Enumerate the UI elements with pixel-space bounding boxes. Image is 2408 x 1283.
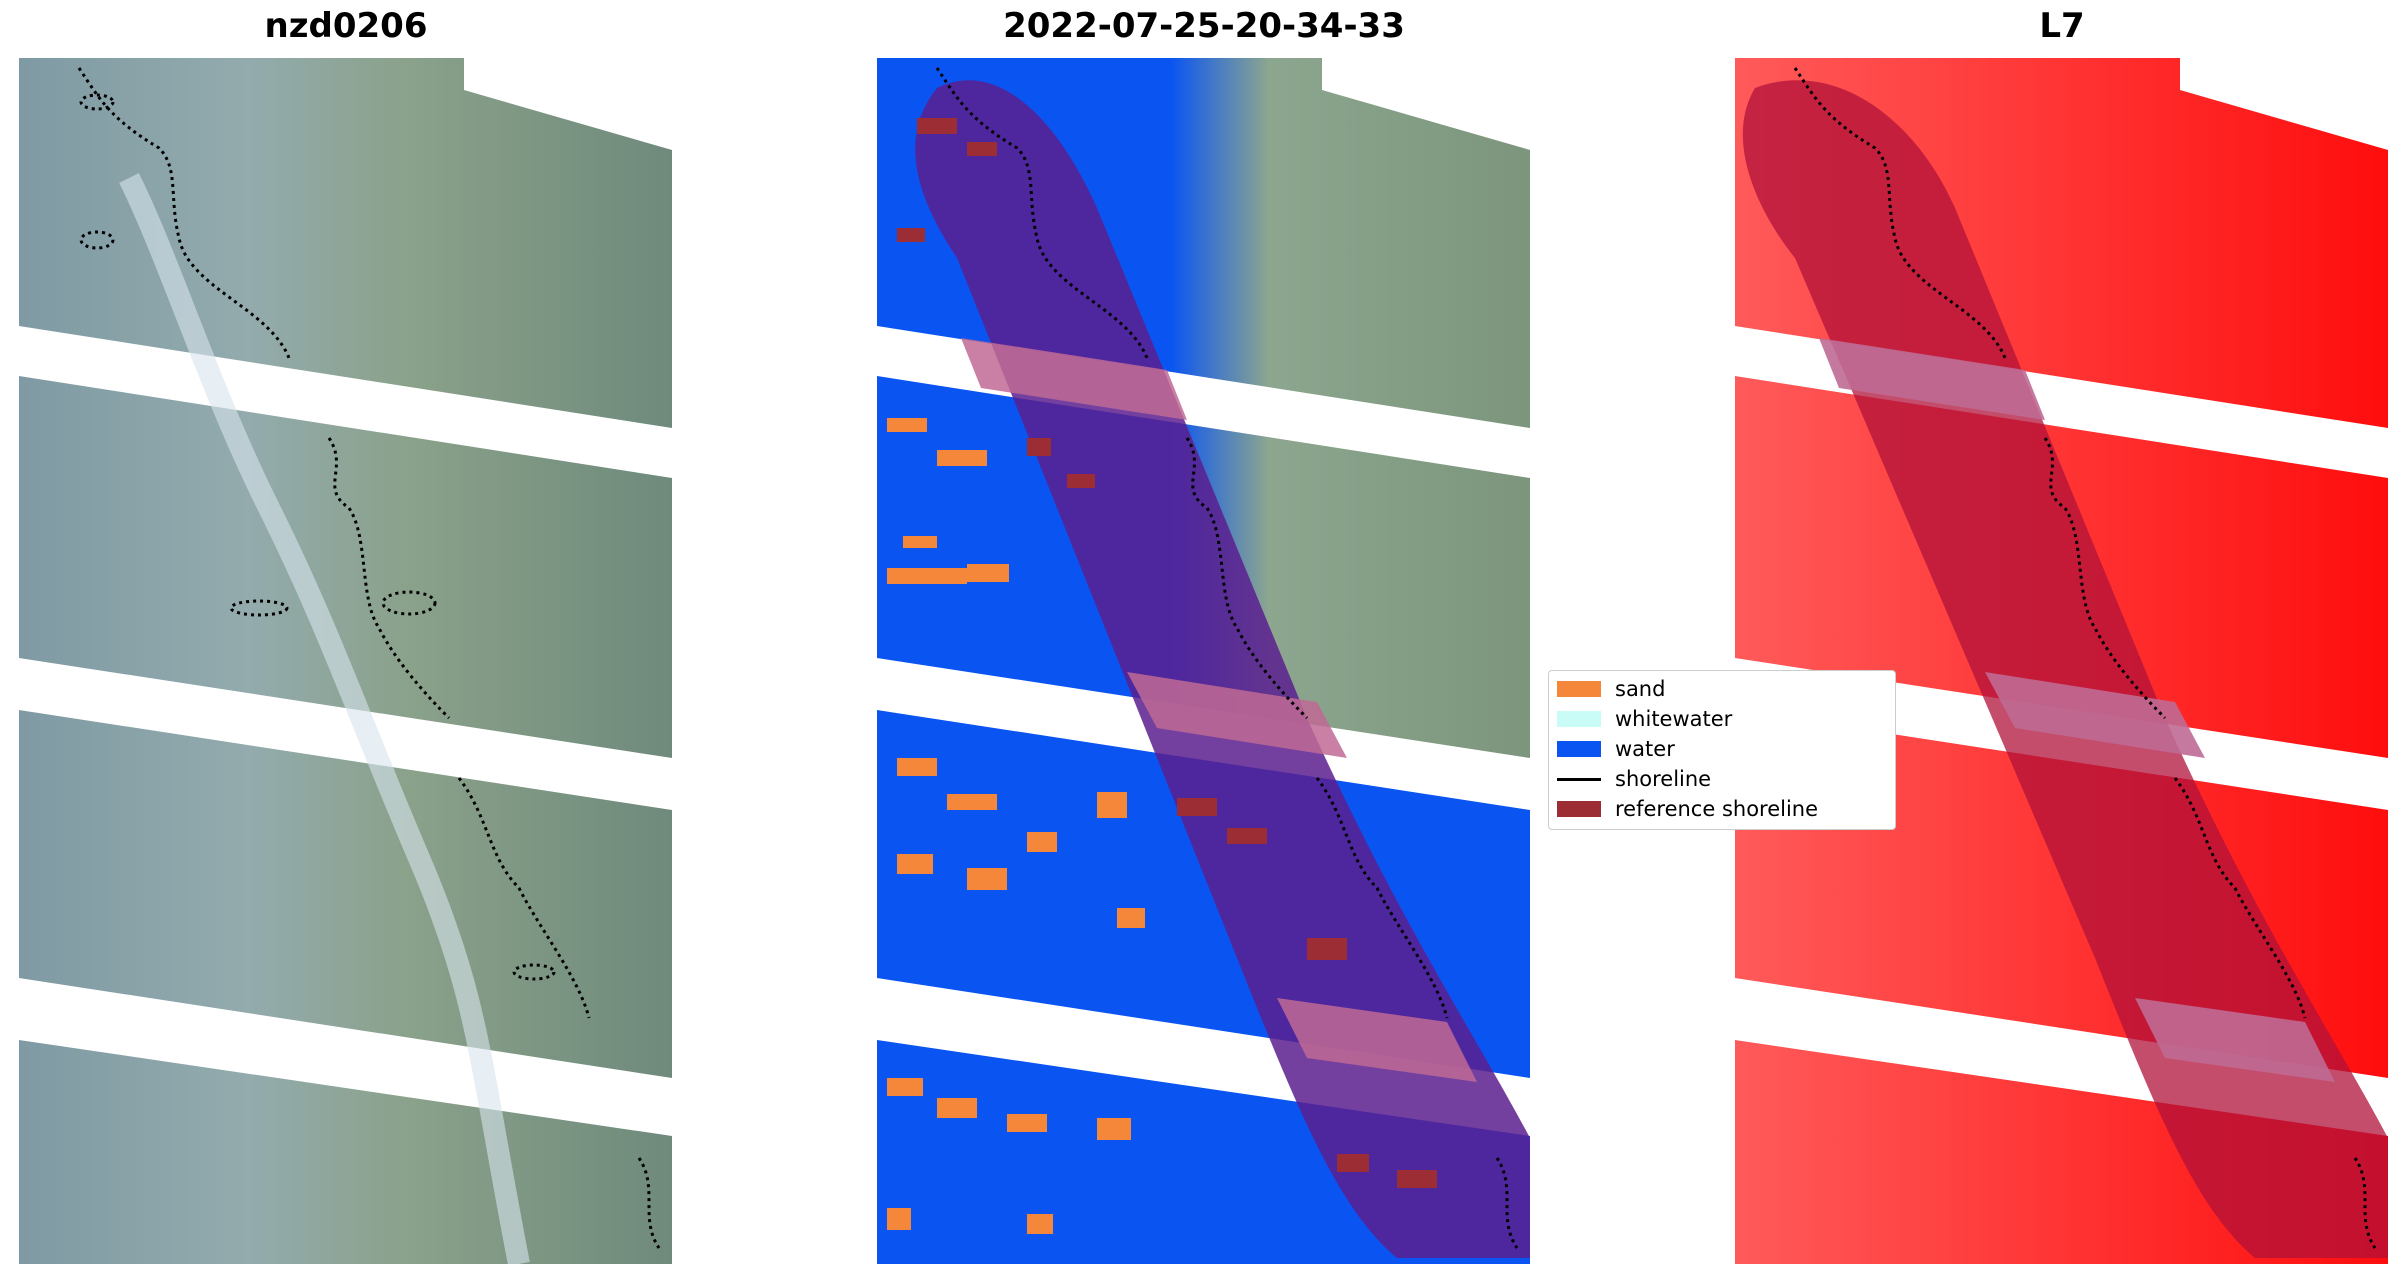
legend-item-shoreline: shoreline bbox=[1549, 765, 1711, 793]
legend: sand whitewater water shoreline referenc… bbox=[1548, 670, 1896, 830]
legend-label: water bbox=[1615, 737, 1675, 761]
image-strip bbox=[19, 58, 672, 428]
panel-title-l7: L7 bbox=[2039, 6, 2085, 46]
image-strip bbox=[19, 710, 672, 1078]
shoreline bbox=[1793, 67, 2377, 1249]
sand-swatch-icon bbox=[1557, 681, 1601, 697]
image-strip bbox=[19, 1040, 672, 1264]
panel-title-rgb: nzd0206 bbox=[264, 6, 428, 46]
classified-panel bbox=[877, 58, 1530, 1264]
legend-item-reference-shoreline: reference shoreline bbox=[1549, 795, 1818, 823]
l7-panel bbox=[1735, 58, 2388, 1264]
legend-item-sand: sand bbox=[1549, 675, 1665, 703]
surf-zone bbox=[119, 173, 530, 1264]
legend-label: reference shoreline bbox=[1615, 797, 1819, 821]
legend-label: sand bbox=[1615, 677, 1666, 701]
band-gap-overlay bbox=[961, 338, 1187, 420]
band-gap-overlay bbox=[2135, 998, 2335, 1082]
whitewater-swatch-icon bbox=[1557, 711, 1601, 727]
shoreline bbox=[935, 67, 1519, 1249]
rgb-image-panel bbox=[19, 58, 672, 1264]
legend-item-whitewater: whitewater bbox=[1549, 705, 1732, 733]
panel-title-classified: 2022-07-25-20-34-33 bbox=[1003, 6, 1405, 46]
rgb-image bbox=[19, 58, 672, 1264]
water-swatch-icon bbox=[1557, 741, 1601, 757]
band-gap-overlay bbox=[1819, 338, 2045, 420]
legend-label: shoreline bbox=[1615, 767, 1712, 791]
classified-image bbox=[877, 58, 1530, 1264]
l7-image bbox=[1735, 58, 2388, 1264]
image-strip bbox=[19, 376, 672, 758]
shoreline-line-icon bbox=[1557, 777, 1601, 781]
legend-item-water: water bbox=[1549, 735, 1675, 763]
shoreline bbox=[77, 67, 661, 1249]
reference-swatch-icon bbox=[1557, 801, 1601, 817]
reference-patches bbox=[897, 118, 1437, 1188]
band-gap-overlay bbox=[1277, 998, 1477, 1082]
sand-patches bbox=[887, 418, 1145, 1234]
band-gap-overlay bbox=[1985, 672, 2205, 758]
band-gap-overlay bbox=[1127, 672, 1347, 758]
legend-label: whitewater bbox=[1615, 707, 1733, 731]
